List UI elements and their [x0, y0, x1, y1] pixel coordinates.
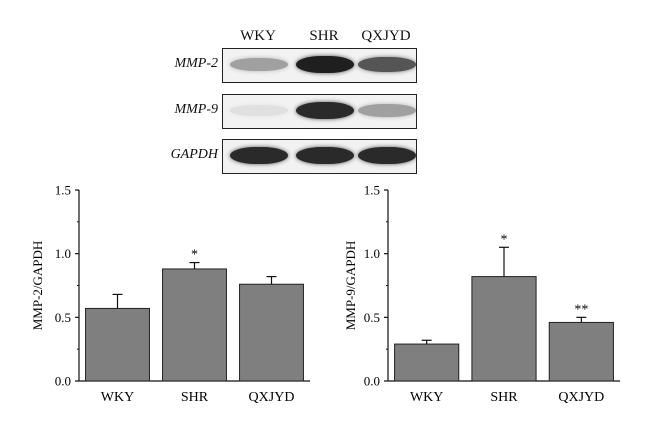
blot-band-mmp-9-qxjyd	[358, 104, 416, 117]
chart-1-significance-mark: *	[191, 248, 198, 263]
blot-row-label-gapdh: GAPDH	[170, 147, 218, 162]
chart-1-bar-shr	[162, 268, 227, 382]
blot-band-mmp-2-wky	[230, 58, 288, 71]
chart-2-y-tick-label: 0.0	[364, 374, 380, 389]
blot-strip-gapdh	[222, 139, 417, 174]
blot-row-label-mmp-9: MMP-9	[174, 102, 218, 117]
blot-band-gapdh-qxjyd	[358, 146, 416, 165]
chart-2-y-tick-label: 1.5	[364, 183, 380, 198]
chart-2-significance-mark: **	[574, 302, 588, 317]
blot-band-mmp-9-wky	[230, 105, 288, 116]
chart-1-x-tick-label: WKY	[101, 390, 134, 405]
chart-1-bar-wky	[85, 307, 150, 382]
chart-2-y-tick-label: 1.0	[364, 246, 380, 261]
chart-2-y-axis-label: MMP-9/GAPDH	[343, 241, 358, 331]
blot-row-label-mmp-2: MMP-2	[174, 56, 218, 71]
blot-band-mmp-2-shr	[296, 55, 354, 74]
blot-band-gapdh-shr	[296, 146, 354, 165]
blot-strip-mmp-9	[222, 94, 417, 129]
blot-lane-label-qxjyd: QXJYD	[361, 28, 411, 44]
chart-1-x-tick-label: QXJYD	[249, 390, 295, 405]
chart-1-y-tick-label: 0.0	[55, 374, 71, 389]
chart-2-x-tick-label: QXJYD	[558, 390, 604, 405]
chart-1-bar-qxjyd	[239, 283, 304, 382]
chart-1-y-tick-label: 1.0	[55, 246, 71, 261]
chart-2-bar-shr	[471, 276, 537, 382]
chart-2-x-tick-label: WKY	[410, 390, 443, 405]
blot-band-mmp-9-shr	[296, 101, 354, 120]
blot-lane-label-wky: WKY	[240, 28, 276, 44]
chart-2-bar-wky	[394, 343, 460, 382]
chart-2-x-tick-label: SHR	[490, 390, 518, 405]
chart-1-y-tick-label: 0.5	[55, 310, 71, 325]
chart-2: 0.0 0.5 1.0 1.5 MMP-9/GAPDH WKY * SHR ** QXJYD	[343, 183, 620, 405]
chart-1: 0.0 0.5 1.0 1.5 MMP-2/GAPDH WKY * SHR QXJYD	[30, 183, 310, 405]
blot-band-gapdh-wky	[230, 146, 288, 165]
blot-lane-label-shr: SHR	[309, 28, 339, 44]
chart-1-x-tick-label: SHR	[181, 390, 209, 405]
blot-band-mmp-2-qxjyd	[358, 56, 416, 73]
chart-2-y-tick-label: 0.5	[364, 310, 380, 325]
chart-2-bar-qxjyd	[548, 321, 614, 382]
chart-2-significance-mark: *	[501, 232, 508, 247]
blot-strip-mmp-2	[222, 48, 417, 83]
chart-1-y-axis-label: MMP-2/GAPDH	[30, 241, 45, 331]
chart-1-y-tick-label: 1.5	[55, 183, 71, 198]
